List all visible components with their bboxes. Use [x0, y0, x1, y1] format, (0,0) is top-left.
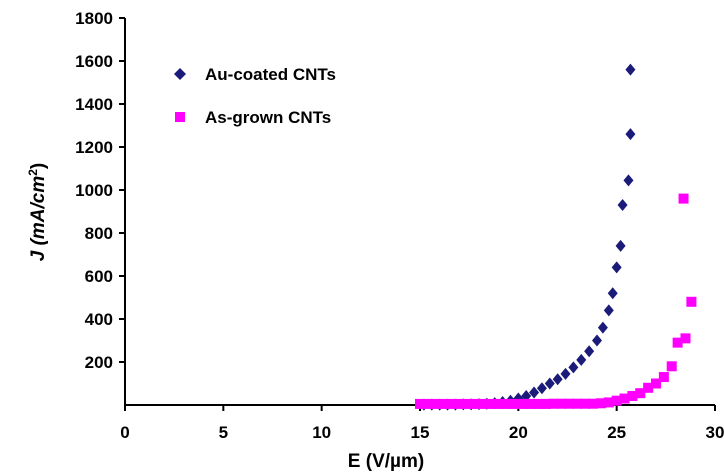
x-tick-label: 25: [607, 423, 626, 442]
as-grown-point: [651, 378, 661, 389]
x-tick-label: 20: [509, 423, 528, 442]
y-tick-label: 400: [85, 310, 113, 329]
as-grown-point: [509, 398, 520, 409]
au-coated-point: [592, 334, 602, 347]
as-grown-point: [462, 398, 473, 409]
as-grown-point: [446, 398, 457, 409]
au-coated-point: [623, 174, 634, 187]
as-grown-point: [658, 372, 669, 383]
as-grown-point: [611, 395, 622, 406]
au-coated-point: [625, 128, 636, 141]
au-coated-point: [603, 304, 614, 317]
as-grown-point: [517, 398, 528, 409]
as-grown-point: [525, 398, 536, 409]
as-grown-point: [540, 398, 551, 409]
as-grown-point: [666, 361, 677, 372]
x-axis-ticks: 0 5 10 15 20 25 30: [120, 405, 724, 442]
au-coated-point: [617, 199, 628, 212]
x-tick-label: 30: [706, 423, 724, 442]
as-grown-point: [493, 398, 504, 409]
au-coated-point: [544, 377, 555, 390]
as-grown-point: [556, 398, 567, 409]
au-coated-point: [529, 386, 540, 399]
y-axis-title-close: ): [28, 163, 49, 169]
au-coated-point: [568, 361, 579, 374]
as-grown-point: [438, 398, 449, 409]
au-coated-point: [584, 345, 595, 358]
au-coated-point: [611, 261, 622, 274]
legend: Au-coated CNTs As-grown CNTs: [174, 65, 336, 127]
y-tick-label: 1000: [75, 181, 113, 200]
as-grown-point: [643, 382, 654, 393]
y-axis-title-sup: 2: [26, 169, 40, 176]
au-coated-point: [560, 367, 571, 380]
au-coated-point: [536, 382, 547, 395]
as-grown-point: [619, 393, 630, 404]
as-grown-point: [572, 398, 583, 409]
as-grown-point: [470, 398, 481, 409]
legend-marker-au-coated: [174, 68, 186, 80]
y-tick-label: 600: [85, 267, 113, 286]
as-grown-point: [548, 398, 559, 409]
as-grown-point: [430, 398, 441, 409]
au-coated-point: [552, 373, 563, 386]
legend-label-au-coated: Au-coated CNTs: [205, 65, 336, 84]
as-grown-point: [501, 398, 512, 409]
as-grown-point: [680, 333, 691, 344]
y-axis-title: J (mA/cm2): [26, 163, 49, 262]
legend-label-as-grown: As-grown CNTs: [205, 108, 331, 127]
as-grown-point: [533, 398, 543, 409]
au-coated-point: [576, 353, 587, 366]
au-coated-point: [607, 287, 618, 300]
y-tick-label: 800: [85, 224, 113, 243]
as-grown-point: [588, 398, 599, 409]
y-axis-title-main: J (mA/cm: [28, 176, 49, 262]
x-tick-label: 5: [219, 423, 228, 442]
au-coated-point: [615, 239, 626, 252]
legend-marker-as-grown: [175, 112, 185, 122]
y-tick-label: 200: [85, 353, 113, 372]
as-grown-point: [485, 398, 496, 409]
y-tick-label: 1800: [75, 9, 113, 28]
au-coated-point: [597, 321, 608, 334]
data-points: [415, 63, 697, 411]
as-grown-point: [564, 398, 575, 409]
y-tick-label: 1400: [75, 95, 113, 114]
as-grown-point: [422, 398, 433, 409]
as-grown-point: [686, 296, 697, 307]
as-grown-point: [454, 398, 465, 409]
as-grown-point: [603, 397, 614, 408]
au-coated-point: [625, 63, 636, 76]
x-axis-title: E (V/µm): [348, 451, 424, 472]
y-axis-ticks: 200 400 600 800 1000 1200 1400 1600 1800: [75, 9, 125, 372]
y-tick-label: 1200: [75, 138, 113, 157]
x-tick-label: 0: [120, 423, 129, 442]
as-grown-point: [415, 398, 425, 409]
x-tick-label: 10: [312, 423, 331, 442]
as-grown-point: [672, 337, 683, 348]
as-grown-point: [635, 388, 646, 399]
as-grown-point: [627, 390, 638, 401]
as-grown-point: [595, 398, 606, 409]
y-tick-label: 1600: [75, 52, 113, 71]
as-grown-point: [477, 398, 488, 409]
x-tick-label: 15: [411, 423, 430, 442]
as-grown-point: [678, 193, 689, 204]
as-grown-point: [580, 398, 591, 409]
